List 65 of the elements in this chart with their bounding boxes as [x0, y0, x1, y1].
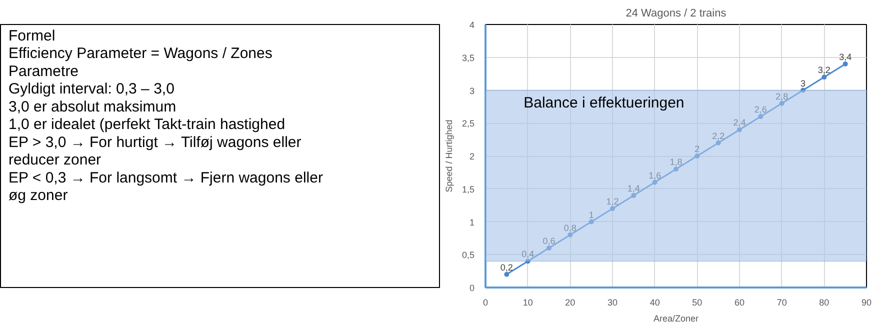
y-tick-label: 3,5 — [462, 52, 475, 63]
data-label: 2,4 — [733, 118, 746, 128]
point — [800, 88, 806, 93]
point — [631, 192, 636, 198]
point — [504, 272, 510, 277]
x-axis-title: Area/Zoner — [653, 314, 699, 324]
data-label: 3 — [800, 78, 806, 88]
y-tick-label: 2,5 — [462, 118, 475, 129]
x-tick-label: 20 — [565, 298, 576, 308]
x-tick-label: 10 — [522, 298, 533, 308]
y-tick-label: 1,5 — [462, 184, 475, 194]
text: Formel — [8, 27, 56, 44]
point — [779, 100, 784, 106]
point — [842, 61, 848, 66]
y-tick-label: 4 — [469, 20, 475, 30]
point — [694, 154, 700, 158]
data-label: 3,4 — [839, 52, 852, 62]
data-label: 2,2 — [712, 130, 725, 141]
data-label: 1,2 — [606, 196, 619, 207]
chart-title: 24 Wagons / 2 trains — [626, 8, 727, 20]
data-label: 1,8 — [670, 157, 682, 168]
x-tick-label: 80 — [819, 298, 830, 308]
x-tick-label: 40 — [650, 298, 660, 308]
point — [588, 219, 594, 224]
x-tick-label: 70 — [776, 298, 787, 308]
text: Parametre — [8, 62, 79, 80]
x-tick-label: 30 — [607, 298, 618, 308]
data-label: 1 — [588, 210, 594, 220]
point — [652, 180, 658, 185]
point — [568, 232, 573, 238]
data-label: 3,2 — [818, 65, 830, 76]
point — [737, 127, 742, 132]
y-axis-title: Speed / Hurtighed — [444, 120, 454, 192]
data-label: 2,6 — [754, 104, 767, 115]
data-label: 0,8 — [564, 222, 576, 233]
point — [525, 258, 530, 264]
text: EP > 3,0 → For hurtigt → Tilføj wagons eller reducer zoner — [8, 134, 302, 169]
text: Gyldigt interval: 0,3 – 3,0 — [8, 80, 174, 98]
y-tick-label: 0 — [469, 283, 475, 293]
data-label: 2,8 — [776, 91, 788, 102]
text: Efficiency Parameter = Wagons / Zones — [8, 45, 272, 62]
data-label: 0,6 — [542, 236, 556, 246]
data-label: 2 — [694, 144, 700, 154]
y-tick-label: 1 — [469, 217, 475, 228]
point — [546, 246, 552, 251]
x-tick-label: 50 — [692, 298, 702, 308]
x-tick-label: 0 — [482, 298, 488, 308]
point — [610, 206, 615, 212]
band-label: Balance i effektueringen — [524, 94, 684, 112]
data-label: 0,2 — [500, 262, 513, 272]
y-tick-label: 3 — [469, 86, 475, 96]
y-tick-label: 0,5 — [462, 250, 475, 260]
point — [716, 140, 721, 146]
x-tick-label: 60 — [734, 298, 745, 308]
point — [758, 114, 764, 120]
text: 3,0 er absolut maksimum — [8, 98, 176, 116]
x-tick-label: 90 — [861, 298, 872, 308]
data-label: 0,4 — [522, 249, 534, 260]
text: 1,0 er idealet (perfekt Takt-train hastighed — [8, 116, 286, 134]
data-label: 1,6 — [648, 170, 662, 180]
data-label: 1,4 — [627, 183, 640, 194]
point — [822, 74, 827, 80]
text: EP < 0,3 → For langsomt → Fjern wagons eller øg zoner — [8, 169, 323, 204]
point — [674, 166, 678, 172]
y-tick-label: 2 — [469, 152, 475, 162]
